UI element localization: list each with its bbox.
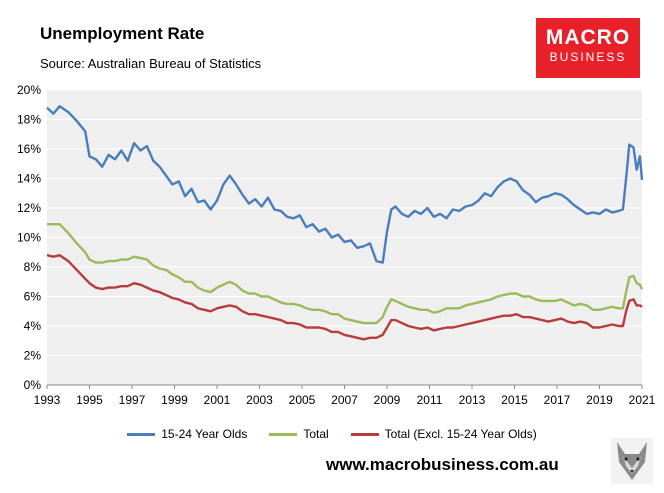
x-tick-label: 2007	[331, 393, 358, 407]
y-tick-label: 2%	[24, 349, 42, 363]
x-tick-label: 2019	[586, 393, 613, 407]
series-line-2	[46, 253, 643, 341]
series-line-1	[47, 222, 644, 325]
y-tick-label: 8%	[24, 260, 42, 274]
chart-legend: 15-24 Year Olds Total Total (Excl. 15-24…	[0, 427, 664, 441]
x-tick-label: 2017	[544, 393, 571, 407]
legend-swatch	[127, 432, 156, 436]
x-tick-label: 2005	[289, 393, 316, 407]
logo-line-2: BUSINESS	[549, 50, 627, 64]
x-tick-label: 1997	[119, 393, 146, 407]
x-tick-label: 1995	[76, 393, 103, 407]
y-tick-label: 0%	[24, 378, 42, 392]
chart-subtitle: Source: Australian Bureau of Statistics	[40, 56, 262, 71]
wolf-icon	[611, 438, 653, 484]
x-tick-label: 2021	[629, 393, 656, 407]
legend-swatch	[269, 432, 298, 436]
legend-label: Total (Excl. 15-24 Year Olds)	[384, 427, 537, 441]
legend-label: 15-24 Year Olds	[161, 427, 248, 441]
legend-item-total: Total	[269, 427, 329, 441]
logo-line-1: MACRO	[545, 26, 631, 49]
line-chart: 0%2%4%6%8%10%12%14%16%18%20% 1993 1995 199…	[17, 83, 656, 407]
legend-item-15-24: 15-24 Year Olds	[127, 427, 247, 441]
x-axis-ticks: 1993 1995 1997 1999 2001 2003 2005 2007 2009 2011…	[34, 384, 656, 407]
x-tick-label: 1999	[161, 393, 188, 407]
series-lines	[46, 104, 644, 341]
y-tick-label: 18%	[17, 113, 41, 127]
x-tick-label: 2013	[459, 393, 486, 407]
y-tick-label: 16%	[17, 142, 41, 156]
x-tick-label: 2015	[501, 393, 528, 407]
website-url: www.macrobusiness.com.au	[326, 455, 559, 474]
y-tick-label: 12%	[17, 201, 41, 215]
x-tick-label: 2009	[374, 393, 401, 407]
x-tick-label: 2001	[204, 393, 231, 407]
y-tick-label: 20%	[17, 83, 41, 97]
chart-title: Unemployment Rate	[40, 24, 205, 43]
legend-item-total-excl: Total (Excl. 15-24 Year Olds)	[350, 427, 537, 441]
x-tick-label: 1993	[34, 393, 61, 407]
legend-swatch	[350, 432, 379, 436]
x-tick-label: 2003	[246, 393, 273, 407]
y-tick-label: 6%	[24, 290, 42, 304]
legend-label: Total	[303, 427, 329, 441]
x-tick-label: 2011	[417, 393, 443, 407]
series-line-0	[46, 104, 644, 264]
y-axis-ticks: 0% 2% 4% 6% 8% 10% 12% 14% 16% 18% 20%	[17, 83, 41, 392]
y-tick-label: 14%	[17, 172, 41, 186]
y-tick-label: 4%	[24, 319, 42, 333]
y-tick-label: 10%	[17, 231, 41, 245]
macrobusiness-logo: MACRO BUSINESS	[536, 18, 640, 78]
